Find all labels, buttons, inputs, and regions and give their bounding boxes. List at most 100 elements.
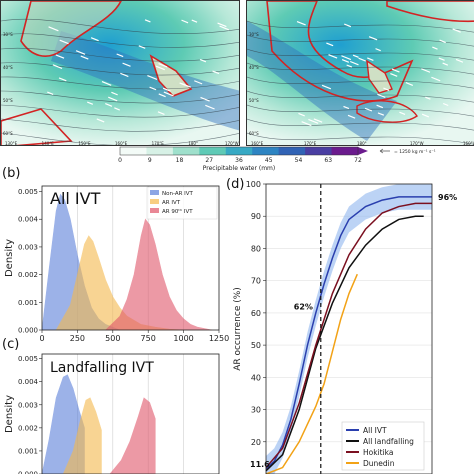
annotation-62-percent: 62%: [294, 302, 313, 311]
longitude-label: 180°: [188, 141, 198, 146]
colorbar-tick: 0: [118, 157, 122, 164]
legend-label: AR 90ᵗʰ IVT: [162, 208, 193, 215]
latitude-label: 40°S: [249, 65, 259, 70]
x-tick-label: 1250: [209, 334, 229, 343]
pressure-isobar: [247, 132, 474, 145]
density-area-ar-ivt: [62, 397, 102, 474]
ivt-vector-arrow: [431, 76, 441, 82]
colorbar-segment: [225, 147, 253, 155]
pressure-isobar: [247, 62, 474, 75]
y-tick-label: 0.002: [18, 424, 38, 432]
y-tick-label: 20: [251, 438, 261, 447]
colorbar-segment: [146, 147, 174, 155]
ivt-vector-arrow: [346, 64, 353, 68]
ar-occurrence-chart: 20 30 40 50 60 70 80 90 100 AR occurrence (%) 96% 6…: [233, 180, 457, 474]
x-tick-label: 500: [105, 334, 120, 343]
pressure-isobar: [247, 34, 474, 47]
longitude-label: 130°E: [5, 141, 18, 146]
ivt-vector-arrow: [80, 55, 89, 60]
australia-landmass: [21, 1, 121, 57]
ivt-vector-arrow: [158, 62, 168, 68]
ivt-vector-arrow: [377, 112, 385, 116]
colorbar-segment: [172, 147, 200, 155]
y-tick-label: 80: [251, 244, 261, 253]
y-tick-label: 0.001: [18, 447, 38, 455]
panel-title: Landfalling IVT: [50, 360, 154, 376]
pressure-isobar: [247, 90, 474, 103]
series-line-hokitika: [265, 202, 432, 469]
ivt-vector-arrow: [405, 82, 414, 86]
x-tick-label: 0: [39, 334, 44, 343]
ivt-vector-arrow: [455, 58, 464, 63]
ivt-vector-arrow: [367, 57, 374, 61]
legend-label: Non-AR IVT: [162, 191, 194, 197]
latitude-label: 40°S: [3, 65, 13, 70]
y-tick-label: 0.002: [18, 271, 38, 279]
density-area-ar-90-ivt: [109, 397, 156, 474]
density-chart-all-ivt: 0.000 0.001 0.002 0.003 0.004 0.005 0 250 500 750…: [4, 185, 229, 343]
colorbar-tick: 72: [354, 157, 362, 164]
panel-d-letter: (d): [226, 177, 245, 192]
ivt-vector-arrow: [390, 72, 398, 77]
ivt-vector-arrow: [376, 104, 384, 109]
ivt-vector-arrow: [55, 54, 65, 59]
ivt-vector-arrow: [205, 104, 215, 110]
ivt-vector-arrow: [116, 53, 124, 58]
ivt-vector-arrow: [108, 96, 118, 102]
annotation-11-6: 11.6: [250, 460, 270, 469]
pressure-isobar: [1, 62, 239, 76]
ivt-vector-arrow: [217, 22, 227, 28]
legend-swatch: [150, 190, 159, 195]
ivt-vector-arrow: [200, 96, 210, 102]
pressure-isobar: [1, 104, 239, 118]
pressure-isobar: [247, 76, 474, 89]
colorbar-tick: 54: [295, 157, 303, 164]
plot-frame: [41, 353, 220, 474]
legend-label: All IVT: [363, 426, 387, 435]
ivt-vector-arrow: [421, 113, 430, 118]
y-tick-label: 90: [251, 212, 261, 221]
pressure-isobar: [1, 132, 239, 145]
new-zealand-outline: [149, 54, 193, 97]
ivt-vector-arrow: [425, 96, 431, 100]
annotation-96-percent: 96%: [438, 193, 457, 202]
ivt-vector-arrow: [158, 93, 166, 98]
ivt-vector-arrow: [75, 50, 86, 55]
ivt-vector-arrow: [179, 82, 186, 86]
ivt-vector-arrow: [328, 54, 338, 59]
ivt-vector-arrow: [347, 114, 356, 119]
pressure-isobar: [1, 90, 239, 104]
australia-outline: [20, 1, 122, 57]
panel-c-letter: (c): [2, 337, 20, 352]
y-tick-label: 50: [251, 341, 261, 350]
ivt-vector-arrow: [368, 36, 378, 41]
ivt-vector-arrow: [341, 55, 352, 61]
ivt-vector-arrow: [442, 102, 449, 107]
ivt-vector-arrow: [87, 101, 94, 105]
ivt-vector-arrow: [111, 91, 118, 96]
y-tick-label: 0.000: [18, 327, 38, 335]
ar-contour: [266, 1, 414, 102]
ivt-vector-arrow: [344, 23, 352, 28]
series-line-all-ivt: [265, 196, 432, 470]
longitude-label: 160°W: [463, 141, 474, 146]
ivt-vector-arrow: [155, 65, 165, 71]
y-axis-label: Density: [4, 239, 15, 277]
legend-swatch: [150, 199, 159, 204]
colorbar-frame: [119, 146, 359, 156]
series-line-dunedin: [265, 273, 358, 474]
colorbar-tick: 36: [235, 157, 243, 164]
colorbar-segment: [305, 147, 333, 155]
y-tick-label: 0.003: [18, 401, 38, 409]
northern-contour: [386, 1, 474, 23]
map-panel-left: 30°S 40°S 50°S 60°S 130°E 140°E 150°E 160°E 170°…: [0, 0, 240, 146]
latitude-label: 50°S: [3, 98, 13, 103]
density-chart-landfalling-ivt: 0.000 0.001 0.002 0.003 0.004 0.005 Density Lan…: [4, 353, 220, 474]
moisture-plume: [51, 31, 239, 131]
plot-frame: [41, 185, 220, 331]
ivt-vector-arrow: [138, 45, 146, 49]
map-right-svg: 30°S 40°S 50°S 60°S 160°E 170°E 180° 170°W 160°W: [247, 1, 474, 146]
ivt-vector-arrow: [58, 77, 67, 82]
ivt-vector-arrow: [194, 80, 203, 85]
ivt-vector-arrow: [308, 118, 319, 124]
